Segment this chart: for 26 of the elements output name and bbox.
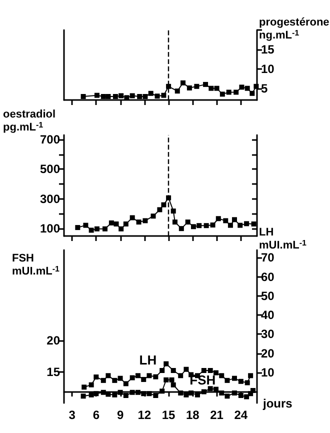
- y2-tick-label: 30: [261, 327, 275, 342]
- y-tick-label: 500: [40, 162, 60, 176]
- y2-tick-label: 10: [261, 365, 275, 380]
- y-tick-label: 15: [46, 364, 60, 379]
- y-tick-label: 100: [40, 222, 60, 236]
- y2-tick-label: 20: [261, 346, 275, 360]
- y2-tick-label: 10: [261, 62, 275, 76]
- x-tick-label: 18: [186, 408, 200, 422]
- x-tick-label: 9: [116, 408, 124, 422]
- series-label: LH: [139, 352, 157, 368]
- y2-tick-label: 15: [261, 42, 275, 56]
- x-tick-label: 12: [138, 408, 152, 422]
- x-tick-label: 24: [234, 408, 248, 422]
- x-tick-label: 6: [92, 408, 100, 422]
- y-tick-label: 300: [40, 192, 60, 206]
- y2-tick-label: 60: [261, 270, 275, 284]
- y2-tick-label: 70: [261, 250, 275, 265]
- x-axis-title: jours: [262, 396, 293, 411]
- y2-tick-label: 50: [261, 288, 275, 303]
- y2-tick-label: 5: [261, 81, 268, 96]
- y2-tick-label: 40: [261, 308, 275, 322]
- y-tick-label: 700: [40, 132, 60, 146]
- x-tick-label: 15: [162, 408, 176, 422]
- x-tick-label: 21: [210, 408, 224, 422]
- x-tick-label: 3: [68, 408, 76, 422]
- y-tick-label: 20: [46, 334, 60, 348]
